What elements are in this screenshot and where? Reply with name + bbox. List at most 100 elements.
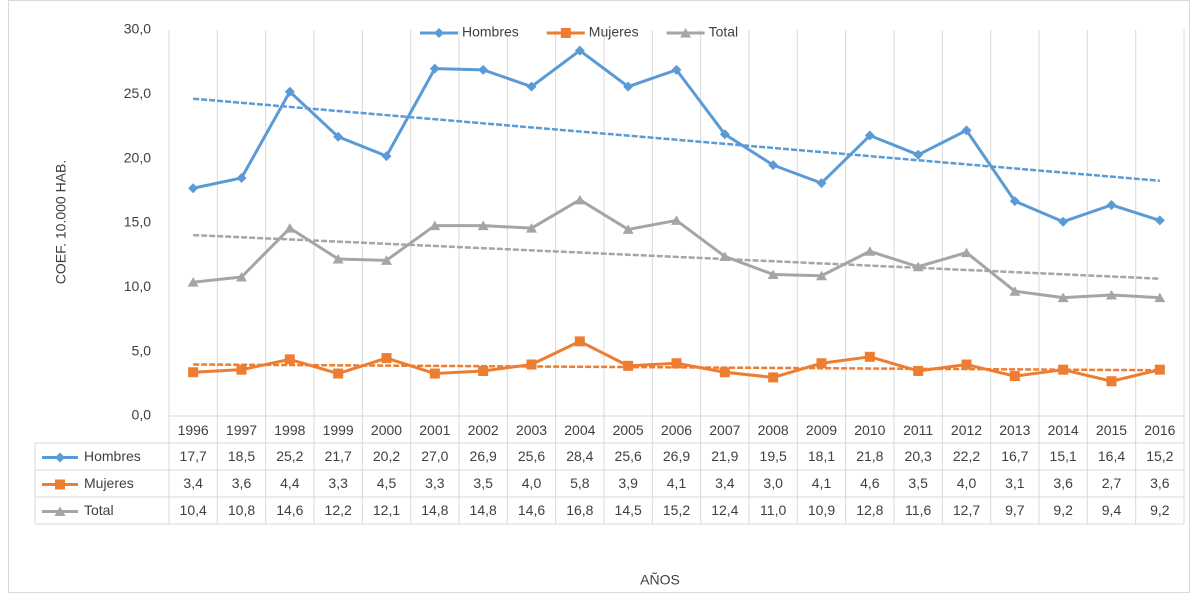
table-legend-marker bbox=[55, 452, 65, 463]
table-value: 14,8 bbox=[470, 502, 497, 518]
point bbox=[1009, 371, 1020, 382]
point bbox=[961, 359, 972, 370]
point bbox=[671, 215, 682, 225]
table-value: 4,0 bbox=[957, 475, 977, 491]
table-value: 14,6 bbox=[276, 502, 303, 518]
point bbox=[478, 64, 489, 75]
x-tick-label: 2009 bbox=[806, 422, 837, 438]
point bbox=[574, 194, 586, 205]
x-tick-label: 2008 bbox=[758, 422, 789, 438]
table-value: 21,7 bbox=[325, 448, 352, 464]
table-value: 4,1 bbox=[812, 475, 832, 491]
point bbox=[961, 247, 972, 258]
y-tick-label: 0,0 bbox=[132, 407, 152, 423]
point bbox=[187, 277, 199, 287]
table-value: 18,5 bbox=[228, 448, 255, 464]
y-tick-label: 15,0 bbox=[124, 214, 151, 230]
table-value: 21,9 bbox=[711, 448, 738, 464]
x-tick-label: 2002 bbox=[468, 422, 499, 438]
table-value: 3,5 bbox=[908, 475, 928, 491]
point bbox=[188, 183, 199, 194]
point bbox=[333, 368, 344, 379]
table-value: 12,4 bbox=[711, 502, 738, 518]
point bbox=[429, 368, 440, 379]
table-value: 3,4 bbox=[183, 475, 203, 491]
point bbox=[429, 63, 440, 74]
table-value: 4,1 bbox=[667, 475, 687, 491]
point bbox=[574, 336, 585, 347]
x-tick-label: 2003 bbox=[516, 422, 547, 438]
table-value: 3,6 bbox=[232, 475, 252, 491]
legend-label: Hombres bbox=[462, 24, 519, 40]
trend-line bbox=[193, 233, 1160, 280]
point bbox=[768, 160, 779, 171]
point bbox=[284, 354, 295, 365]
table-value: 3,6 bbox=[1053, 475, 1073, 491]
table-value: 16,7 bbox=[1001, 448, 1028, 464]
point bbox=[816, 358, 827, 369]
point bbox=[1009, 196, 1020, 207]
table-value: 9,4 bbox=[1102, 502, 1122, 518]
point bbox=[864, 246, 876, 256]
x-tick-label: 2004 bbox=[564, 422, 595, 438]
x-tick-label: 2013 bbox=[999, 422, 1030, 438]
table-value: 3,1 bbox=[1005, 475, 1025, 491]
point bbox=[381, 151, 392, 162]
table-value: 15,1 bbox=[1050, 448, 1077, 464]
table-value: 12,2 bbox=[325, 502, 352, 518]
legend-marker bbox=[560, 28, 571, 38]
x-tick-label: 2016 bbox=[1144, 422, 1175, 438]
table-legend-marker bbox=[54, 506, 66, 516]
table-value: 3,5 bbox=[473, 475, 493, 491]
y-axis-label: COEF. 10.000 HAB. bbox=[53, 160, 69, 285]
point bbox=[477, 220, 489, 231]
table-value: 3,3 bbox=[425, 475, 445, 491]
table-value: 3,3 bbox=[328, 475, 348, 491]
point bbox=[864, 130, 875, 141]
point bbox=[719, 251, 731, 261]
table-value: 5,8 bbox=[570, 475, 590, 491]
point bbox=[623, 360, 634, 371]
table-value: 4,4 bbox=[280, 475, 300, 491]
table-value: 3,4 bbox=[715, 475, 735, 491]
point bbox=[671, 64, 682, 75]
table-value: 14,5 bbox=[615, 502, 642, 518]
point bbox=[961, 125, 972, 136]
x-axis-label: AÑOS bbox=[640, 572, 680, 588]
table-value: 9,2 bbox=[1053, 502, 1073, 518]
table-value: 4,5 bbox=[377, 475, 397, 491]
table-value: 25,2 bbox=[276, 448, 303, 464]
point bbox=[1154, 364, 1165, 375]
table-value: 10,9 bbox=[808, 502, 835, 518]
point bbox=[478, 365, 489, 376]
table-value: 20,2 bbox=[373, 448, 400, 464]
table-value: 18,1 bbox=[808, 448, 835, 464]
point bbox=[574, 45, 585, 56]
table-value: 10,8 bbox=[228, 502, 255, 518]
table-value: 28,4 bbox=[566, 448, 593, 464]
table-value: 27,0 bbox=[421, 448, 448, 464]
point bbox=[1154, 215, 1165, 226]
point bbox=[381, 255, 392, 265]
x-tick-label: 1996 bbox=[178, 422, 209, 438]
y-tick-label: 5,0 bbox=[132, 342, 152, 358]
table-value: 21,8 bbox=[856, 448, 883, 464]
point bbox=[236, 364, 247, 375]
x-tick-label: 2012 bbox=[951, 422, 982, 438]
legend-marker bbox=[434, 28, 444, 38]
table-value: 25,6 bbox=[615, 448, 642, 464]
table-value: 15,2 bbox=[663, 502, 690, 518]
table-value: 14,8 bbox=[421, 502, 448, 518]
point bbox=[526, 359, 537, 370]
table-value: 11,0 bbox=[760, 502, 786, 518]
point bbox=[1106, 290, 1117, 300]
x-tick-label: 2015 bbox=[1096, 422, 1127, 438]
x-tick-label: 2006 bbox=[661, 422, 692, 438]
point bbox=[1058, 216, 1069, 227]
point bbox=[622, 224, 634, 234]
point bbox=[526, 81, 537, 92]
legend-label: Mujeres bbox=[589, 24, 639, 40]
point bbox=[1106, 376, 1117, 387]
point bbox=[333, 131, 344, 142]
